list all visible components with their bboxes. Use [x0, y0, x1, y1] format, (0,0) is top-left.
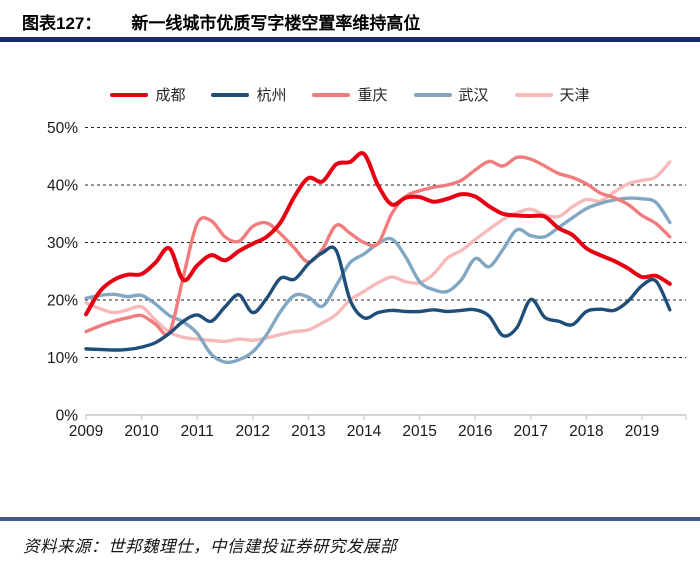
legend-swatch-chengdu [110, 92, 149, 97]
x-tick-label: 2009 [69, 423, 103, 440]
legend-swatch-tianjin [514, 92, 553, 97]
y-tick-label: 0% [56, 408, 79, 425]
series-line-chengdu [84, 151, 672, 317]
figure-title-row: 图表127： 新一线城市优质写字楼空置率维持高位 [22, 9, 690, 34]
figure-title: 新一线城市优质写字楼空置率维持高位 [131, 14, 421, 33]
title-divider-rule [0, 37, 700, 42]
legend-item-chengdu: 成都 [110, 84, 185, 105]
x-tick-label: 2016 [458, 423, 492, 440]
x-tick-label: 2012 [236, 423, 270, 440]
legend-label-hangzhou: 杭州 [256, 87, 287, 104]
vacancy-rate-line-chart: 0% 10% 20% 30% 40% 50% 2009 2010 2011 2012 2013 201… [47, 120, 687, 440]
x-tick-label: 2014 [347, 423, 382, 440]
chart-legend: 成都 杭州 重庆 武汉 天津 [0, 84, 700, 105]
x-tick-label: 2010 [124, 423, 159, 440]
legend-label-chongqing: 重庆 [357, 87, 388, 104]
x-tick-label: 2015 [402, 423, 436, 440]
x-tick-label: 2017 [514, 423, 548, 440]
x-tick-label: 2011 [181, 423, 214, 440]
series-line-tianjin [84, 160, 672, 344]
legend-item-hangzhou: 杭州 [211, 84, 286, 105]
x-tick-label: 2013 [291, 423, 325, 440]
source-divider-rule [0, 517, 700, 521]
legend-label-tianjin: 天津 [559, 87, 590, 104]
legend-label-chengdu: 成都 [155, 87, 186, 104]
y-tick-label: 10% [47, 350, 78, 367]
legend-item-wuhan: 武汉 [413, 84, 489, 105]
legend-swatch-chongqing [312, 92, 351, 97]
x-tick-label: 2018 [569, 423, 603, 440]
legend-item-chongqing: 重庆 [312, 84, 388, 105]
y-tick-label: 30% [47, 235, 78, 252]
legend-label-wuhan: 武汉 [458, 87, 489, 104]
legend-item-tianjin: 天津 [514, 84, 590, 105]
y-tick-label: 40% [47, 178, 78, 195]
series-line-hangzhou [84, 245, 672, 352]
y-tick-label: 20% [47, 293, 78, 310]
legend-swatch-hangzhou [211, 92, 250, 97]
series-line-wuhan [84, 196, 672, 365]
source-note: 资料来源：世邦魏理仕，中信建投证券研究发展部 [23, 537, 397, 556]
legend-swatch-wuhan [413, 92, 452, 97]
figure-number-label: 图表127： [22, 14, 102, 33]
y-tick-label: 50% [47, 120, 78, 137]
x-tick-label: 2019 [625, 423, 659, 440]
